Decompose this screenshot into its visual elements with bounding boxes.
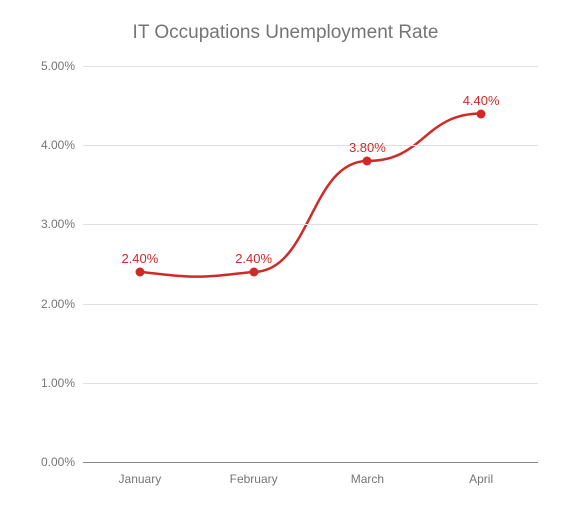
x-axis-label: April (469, 462, 493, 486)
gridline (83, 224, 538, 225)
y-axis-label: 4.00% (41, 138, 83, 152)
data-label: 2.40% (235, 251, 272, 266)
data-label: 3.80% (349, 140, 386, 155)
data-point (135, 267, 144, 276)
x-axis-label: February (230, 462, 278, 486)
y-axis-label: 1.00% (41, 376, 83, 390)
data-label: 4.40% (463, 93, 500, 108)
data-point (363, 157, 372, 166)
data-label: 2.40% (121, 251, 158, 266)
y-axis-label: 0.00% (41, 455, 83, 469)
plot-area: 0.00%1.00%2.00%3.00%4.00%5.00%JanuaryFeb… (83, 66, 538, 462)
y-axis-label: 5.00% (41, 59, 83, 73)
y-axis-label: 2.00% (41, 297, 83, 311)
data-point (477, 109, 486, 118)
chart-title: IT Occupations Unemployment Rate (0, 0, 571, 50)
x-axis-label: March (351, 462, 384, 486)
y-axis-label: 3.00% (41, 217, 83, 231)
gridline (83, 66, 538, 67)
chart-container: IT Occupations Unemployment Rate 0.00%1.… (0, 0, 571, 507)
data-point (249, 267, 258, 276)
gridline (83, 304, 538, 305)
gridline (83, 383, 538, 384)
x-axis-label: January (119, 462, 162, 486)
gridline (83, 145, 538, 146)
series-line (140, 114, 481, 277)
